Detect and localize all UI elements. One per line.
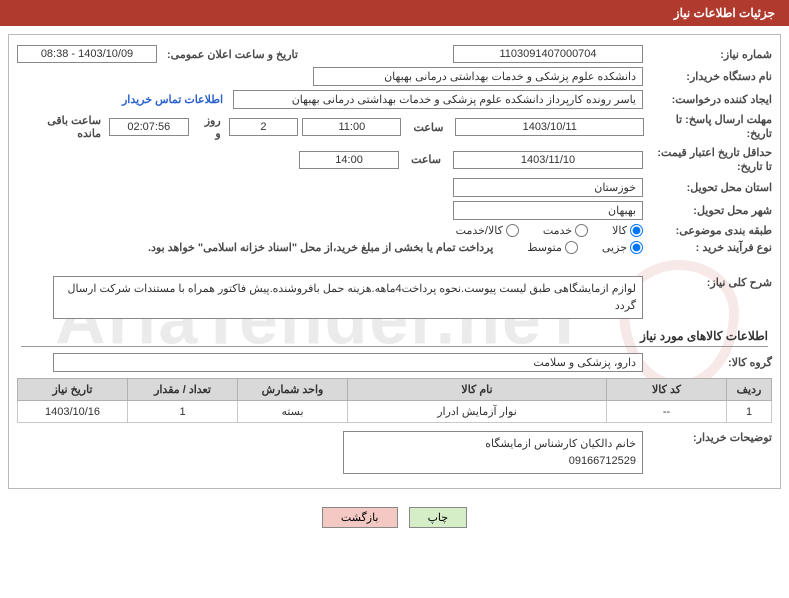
buyer-org-field: دانشکده علوم پزشکی و خدمات بهداشتی درمان… xyxy=(313,67,643,86)
process-radio-group: جزیی متوسط پرداخت تمام یا بخشی از مبلغ خ… xyxy=(148,241,643,254)
radio-medium-label: متوسط xyxy=(527,241,562,254)
days-remaining-field: 2 xyxy=(229,118,299,136)
validity-date-field: 1403/11/10 xyxy=(453,151,643,169)
province-field: خوزستان xyxy=(453,178,643,197)
validity-label: حداقل تاریخ اعتبار قیمت: تا تاریخ: xyxy=(647,146,772,175)
radio-both-label: کالا/خدمت xyxy=(456,224,503,237)
cell-unit: بسته xyxy=(238,401,348,423)
hour-label-2: ساعت xyxy=(403,153,449,166)
cell-name: نوار آزمایش ادرار xyxy=(348,401,607,423)
radio-small-label: جزیی xyxy=(602,241,627,254)
cell-row: 1 xyxy=(727,401,772,423)
goods-table: ردیف کد کالا نام کالا واحد شمارش تعداد /… xyxy=(17,378,772,423)
radio-service-input[interactable] xyxy=(575,224,588,237)
th-row: ردیف xyxy=(727,379,772,401)
remaining-word: ساعت باقی مانده xyxy=(17,114,105,140)
radio-goods-label: کالا xyxy=(612,224,627,237)
radio-both[interactable]: کالا/خدمت xyxy=(456,224,519,237)
th-qty: تعداد / مقدار xyxy=(128,379,238,401)
radio-both-input[interactable] xyxy=(506,224,519,237)
cell-code: -- xyxy=(607,401,727,423)
process-label: نوع فرآیند خرید : xyxy=(647,241,772,254)
button-row: چاپ بازگشت xyxy=(0,497,789,538)
goods-section-title: اطلاعات کالاهای مورد نیاز xyxy=(21,329,768,347)
goods-group-label: گروه کالا: xyxy=(647,356,772,369)
detail-panel: شماره نیاز: 1103091407000704 تاریخ و ساع… xyxy=(8,34,781,489)
cell-qty: 1 xyxy=(128,401,238,423)
deadline-time-field: 11:00 xyxy=(302,118,401,136)
th-code: کد کالا xyxy=(607,379,727,401)
requester-label: ایجاد کننده درخواست: xyxy=(647,93,772,106)
cell-date: 1403/10/16 xyxy=(18,401,128,423)
radio-service[interactable]: خدمت xyxy=(543,224,588,237)
radio-small-input[interactable] xyxy=(630,241,643,254)
overview-label: شرح کلی نیاز: xyxy=(647,276,772,289)
contact-link[interactable]: اطلاعات تماس خریدار xyxy=(122,93,229,106)
panel-header: جزئیات اطلاعات نیاز xyxy=(0,0,789,26)
deadline-date-field: 1403/10/11 xyxy=(455,118,644,136)
payment-note: پرداخت تمام یا بخشی از مبلغ خرید،از محل … xyxy=(148,241,493,254)
radio-small[interactable]: جزیی xyxy=(602,241,643,254)
announce-label: تاریخ و ساعت اعلان عمومی: xyxy=(161,48,449,61)
header-title: جزئیات اطلاعات نیاز xyxy=(674,6,775,20)
radio-goods[interactable]: کالا xyxy=(612,224,643,237)
announce-field: 1403/10/09 - 08:38 xyxy=(17,45,157,63)
print-button[interactable]: چاپ xyxy=(409,507,468,528)
time-remaining-field: 02:07:56 xyxy=(109,118,188,136)
th-unit: واحد شمارش xyxy=(238,379,348,401)
need-number-label: شماره نیاز: xyxy=(647,48,772,61)
validity-time-field: 14:00 xyxy=(299,151,399,169)
overview-textarea: لوازم ازمایشگاهی طبق لیست پیوست.نحوه پرد… xyxy=(53,276,643,319)
radio-service-label: خدمت xyxy=(543,224,572,237)
province-label: استان محل تحویل: xyxy=(647,181,772,194)
radio-goods-input[interactable] xyxy=(630,224,643,237)
need-number-field: 1103091407000704 xyxy=(453,45,643,63)
city-field: بهبهان xyxy=(453,201,643,220)
requester-field: یاسر رونده کارپرداز دانشکده علوم پزشکی و… xyxy=(233,90,643,109)
goods-group-field: دارو، پزشکی و سلامت xyxy=(53,353,643,372)
th-name: نام کالا xyxy=(348,379,607,401)
city-label: شهر محل تحویل: xyxy=(647,204,772,217)
deadline-send-label: مهلت ارسال پاسخ: تا تاریخ: xyxy=(648,113,772,142)
radio-medium-input[interactable] xyxy=(565,241,578,254)
hour-label-1: ساعت xyxy=(405,121,451,134)
buyer-org-label: نام دستگاه خریدار: xyxy=(647,70,772,83)
days-word: روز و xyxy=(193,114,225,140)
radio-medium[interactable]: متوسط xyxy=(527,241,578,254)
th-date: تاریخ نیاز xyxy=(18,379,128,401)
back-button[interactable]: بازگشت xyxy=(322,507,398,528)
buyer-notes-box: خانم دالکیان کارشناس ازمایشگاه0916671252… xyxy=(343,431,643,474)
table-row: 1--نوار آزمایش ادراربسته11403/10/16 xyxy=(18,401,772,423)
category-label: طبقه بندی موضوعی: xyxy=(647,224,772,237)
category-radio-group: کالا خدمت کالا/خدمت xyxy=(456,224,643,237)
buyer-notes-label: توضیحات خریدار: xyxy=(647,431,772,444)
